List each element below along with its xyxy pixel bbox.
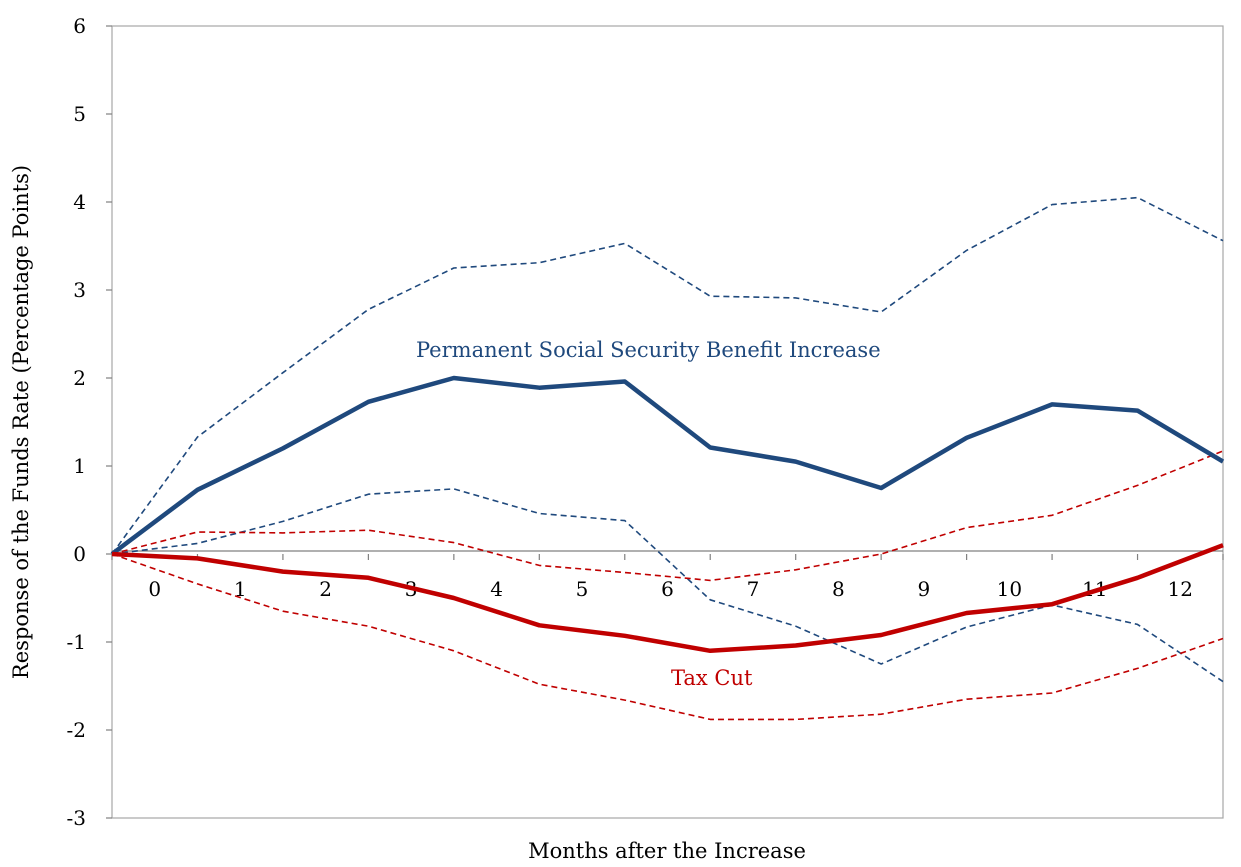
plot-area [111, 25, 1224, 819]
x-tick-label: 5 [576, 577, 589, 601]
x-axis-title: Months after the Increase [528, 839, 806, 863]
y-tick-label: -3 [67, 806, 86, 830]
annotation-benefit-increase: Permanent Social Security Benefit Increa… [416, 338, 881, 362]
x-tick-label: 0 [148, 577, 161, 601]
x-tick-label: 10 [997, 577, 1022, 601]
series-line-0-solid [110, 375, 1225, 556]
y-tick-label: 6 [73, 14, 86, 38]
x-tick-label: 4 [490, 577, 503, 601]
series-line-2-dashed [111, 488, 1224, 683]
x-tick-label: 2 [319, 577, 332, 601]
y-axis-title: Response of the Funds Rate (Percentage P… [9, 165, 33, 679]
series-lines [110, 196, 1225, 721]
y-tick-label: 4 [73, 190, 86, 214]
x-tick-label: 1 [234, 577, 247, 601]
y-tick-label: 1 [73, 454, 86, 478]
x-tick-label: 9 [918, 577, 931, 601]
x-tick-label: 8 [832, 577, 845, 601]
x-tick-label: 6 [661, 577, 674, 601]
x-tick-label: 12 [1168, 577, 1193, 601]
y-tick-label: -1 [67, 630, 86, 654]
y-tick-label: 2 [73, 366, 86, 390]
series-line-1-dashed [111, 196, 1224, 555]
y-tick-label: -2 [67, 718, 86, 742]
series-line-4-dashed [111, 450, 1224, 582]
y-tick-label: 0 [73, 542, 86, 566]
x-axis-ticks: 0 1 2 3 4 5 6 7 8 9 10 11 12 [111, 554, 1224, 601]
y-tick-label: 3 [73, 278, 86, 302]
series-line-3-solid [111, 543, 1224, 654]
y-axis-ticks: -3 -2 -1 0 1 2 3 4 5 6 [67, 14, 112, 830]
annotation-tax-cut: Tax Cut [671, 666, 753, 690]
x-tick-label: 7 [747, 577, 760, 601]
series-line-5-dashed [111, 553, 1224, 721]
y-tick-label: 5 [73, 102, 86, 126]
